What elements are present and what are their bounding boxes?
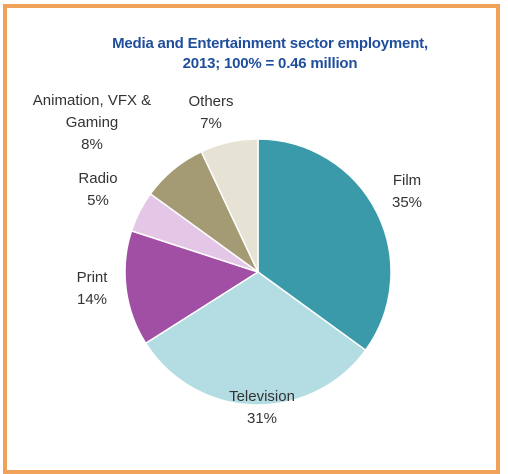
slice-name-label: Television (229, 388, 295, 405)
pie-slice-film (257, 138, 392, 352)
slice-name-label: Animation, VFX & (33, 92, 151, 109)
slice-value-label: 5% (87, 192, 109, 209)
slice-label-print: Print 14% (77, 269, 109, 308)
slice-label-others: Others 7% (188, 93, 233, 132)
pie-slice-others (200, 138, 259, 273)
slice-name-label: Radio (78, 170, 117, 187)
slice-value-label: 35% (392, 194, 422, 211)
slice-label-radio: Radio 5% (78, 170, 117, 209)
chart-title: Media and Entertainment sector employmen… (112, 35, 428, 52)
slice-label-animation-vfx-gaming: Animation, VFX & Gaming 8% (33, 92, 151, 153)
slice-name-label: Others (188, 93, 233, 110)
slice-name-label: Film (393, 172, 421, 189)
slice-value-label: 14% (77, 291, 107, 308)
slice-name-label: Gaming (66, 114, 119, 131)
pie-slice-television (144, 271, 367, 406)
chart-subtitle: 2013; 100% = 0.46 million (182, 55, 358, 72)
slice-label-television: Television 31% (229, 388, 295, 427)
slice-label-film: Film 35% (392, 172, 422, 211)
slice-value-label: 7% (200, 115, 222, 132)
slice-value-label: 8% (81, 136, 103, 153)
chart-title-block: Media and Entertainment sector employmen… (60, 34, 480, 74)
pie-slice-print (124, 229, 260, 345)
slice-value-label: 31% (247, 410, 277, 427)
slice-name-label: Print (77, 269, 109, 286)
